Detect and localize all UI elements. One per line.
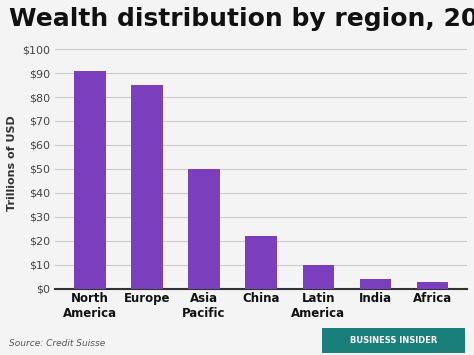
Bar [188,169,220,289]
Y-axis label: Trillions of USD: Trillions of USD [7,115,17,211]
Text: BUSINESS INSIDER: BUSINESS INSIDER [350,336,437,345]
Bar [302,265,334,289]
Text: Source: Credit Suisse: Source: Credit Suisse [9,339,106,348]
Bar [417,282,448,289]
Bar [246,236,277,289]
Bar [360,279,391,289]
Bar [74,71,106,289]
Title: Wealth distribution by region, 2014: Wealth distribution by region, 2014 [9,7,474,31]
Bar [131,85,163,289]
